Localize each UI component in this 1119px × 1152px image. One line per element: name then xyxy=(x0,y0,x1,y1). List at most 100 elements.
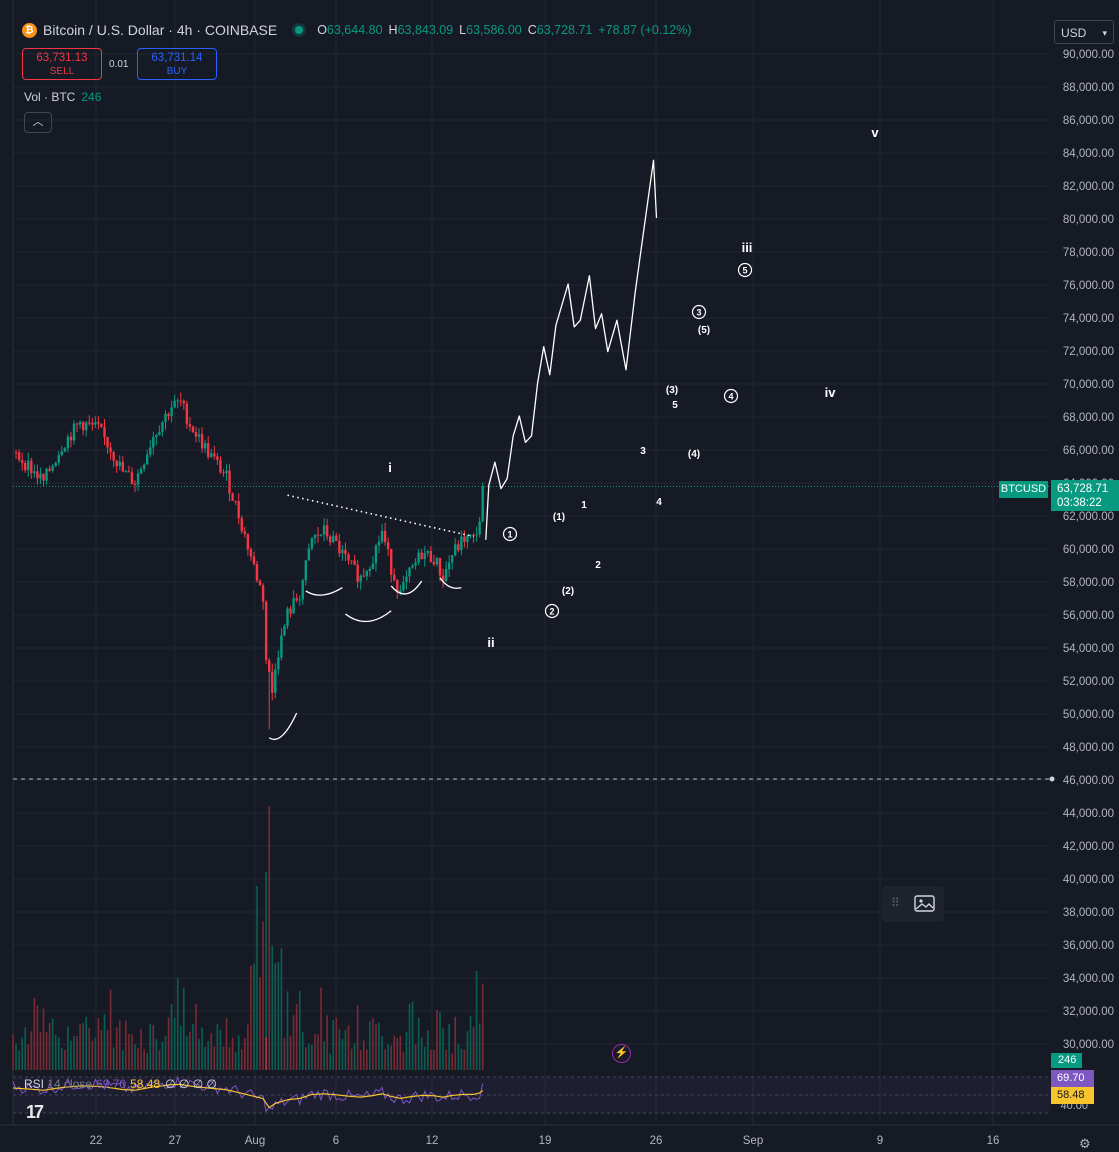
candle xyxy=(30,460,33,474)
volume-bar xyxy=(30,1031,33,1070)
candle xyxy=(39,473,42,479)
candle xyxy=(75,423,79,425)
spread-value: 0.01 xyxy=(109,59,129,70)
sell-price: 63,731.13 xyxy=(36,52,88,64)
volume-bar xyxy=(64,1049,66,1070)
volume-bar xyxy=(131,1034,133,1070)
gear-icon[interactable]: ⚙ xyxy=(1079,1136,1091,1151)
candle xyxy=(371,563,375,569)
candle xyxy=(365,571,368,577)
wave-label: ii xyxy=(487,635,494,650)
candle xyxy=(66,436,70,449)
candle xyxy=(292,598,295,614)
candle xyxy=(158,432,161,436)
wave-label: 1 xyxy=(507,530,512,540)
hand-drawn-arc xyxy=(390,580,423,595)
volume-bar xyxy=(45,1031,48,1070)
volume-bar xyxy=(320,987,322,1070)
chevron-up-icon[interactable]: ︿ xyxy=(24,112,52,133)
image-icon[interactable] xyxy=(914,894,936,914)
candle xyxy=(451,555,454,563)
candle xyxy=(118,461,121,466)
volume-bar xyxy=(439,1012,441,1070)
lightning-icon[interactable]: ⚡ xyxy=(612,1044,631,1063)
volume-bar xyxy=(475,971,478,1070)
sell-button[interactable]: 63,731.13 SELL xyxy=(22,48,102,80)
volume-bar xyxy=(253,963,255,1070)
wave-label: 2 xyxy=(549,607,554,617)
time-axis-label: 16 xyxy=(987,1135,1000,1147)
candle xyxy=(454,544,457,556)
candle xyxy=(191,426,195,433)
volume-bar xyxy=(277,962,280,1070)
candle xyxy=(255,563,259,581)
currency-select[interactable]: USD ▾ xyxy=(1054,20,1114,44)
wave-circle-icon xyxy=(502,526,518,542)
volume-bar xyxy=(210,1033,213,1070)
snapshot-toolbar[interactable]: ⠿ xyxy=(882,886,944,922)
volume-bar xyxy=(213,1046,216,1070)
candle xyxy=(231,493,234,501)
candle xyxy=(115,460,118,466)
bar-countdown: 03:38:22 xyxy=(1057,497,1102,509)
candle xyxy=(81,422,85,431)
volume-bar xyxy=(128,1033,130,1070)
candle xyxy=(447,562,451,570)
candle xyxy=(435,557,439,565)
volume-bar xyxy=(326,1015,328,1070)
volume-bar xyxy=(204,1046,206,1070)
volume-legend[interactable]: Vol · BTC 246 xyxy=(24,90,101,104)
volume-bar xyxy=(88,1028,91,1070)
candle xyxy=(402,581,405,591)
candle xyxy=(252,556,256,564)
volume-bar xyxy=(268,806,270,1070)
volume-bar xyxy=(366,1049,368,1070)
candle xyxy=(85,422,88,431)
volume-bar xyxy=(387,1044,389,1070)
volume-bar xyxy=(283,1038,286,1070)
rsi-legend[interactable]: RSI 14 close 69.70 58.48 ∅ ∅ ∅ ∅ xyxy=(24,1077,217,1091)
buy-button[interactable]: 63,731.14 BUY xyxy=(137,48,217,80)
time-axis-label: 27 xyxy=(169,1135,182,1147)
price-axis-label: 32,000.00 xyxy=(1063,1006,1114,1018)
separator-handle-icon xyxy=(1049,776,1055,782)
candle xyxy=(127,471,131,473)
candle xyxy=(295,598,298,601)
volume-bar xyxy=(164,1036,167,1070)
candle xyxy=(149,447,152,455)
candle xyxy=(325,525,329,537)
volume-bar xyxy=(430,1049,432,1070)
volume-bar xyxy=(454,1016,457,1070)
volume-bar xyxy=(317,1034,319,1070)
rsi-ma-line xyxy=(12,1083,484,1109)
volume-bar xyxy=(469,1015,472,1070)
volume-bar xyxy=(118,1020,121,1070)
time-axis-label: 9 xyxy=(877,1135,883,1147)
volume-bar xyxy=(176,978,179,1070)
volume-bar xyxy=(314,1034,316,1070)
price-axis-label: 48,000.00 xyxy=(1063,742,1114,754)
symbol-header[interactable]: ₿ Bitcoin / U.S. Dollar · 4h · COINBASE … xyxy=(22,22,698,38)
volume-bar xyxy=(247,1024,249,1070)
candle xyxy=(408,567,411,577)
volume-bar xyxy=(408,1004,411,1070)
candle xyxy=(207,443,210,458)
volume-bar xyxy=(33,997,36,1070)
price-axis-label: 72,000.00 xyxy=(1063,346,1114,358)
candle xyxy=(51,465,54,471)
candle xyxy=(78,422,82,425)
candle xyxy=(33,471,36,474)
candle xyxy=(36,471,39,479)
volume-bar xyxy=(448,1023,450,1070)
price-axis-label: 54,000.00 xyxy=(1063,643,1114,655)
volume-bar xyxy=(271,945,274,1070)
volume-bar xyxy=(375,1024,377,1070)
drag-handle-icon[interactable]: ⠿ xyxy=(891,896,900,910)
time-axis-label: 6 xyxy=(333,1135,339,1147)
volume-bar xyxy=(79,1024,81,1070)
candle xyxy=(481,486,484,522)
candle xyxy=(396,580,399,593)
candle xyxy=(258,580,262,586)
candle xyxy=(219,459,222,473)
